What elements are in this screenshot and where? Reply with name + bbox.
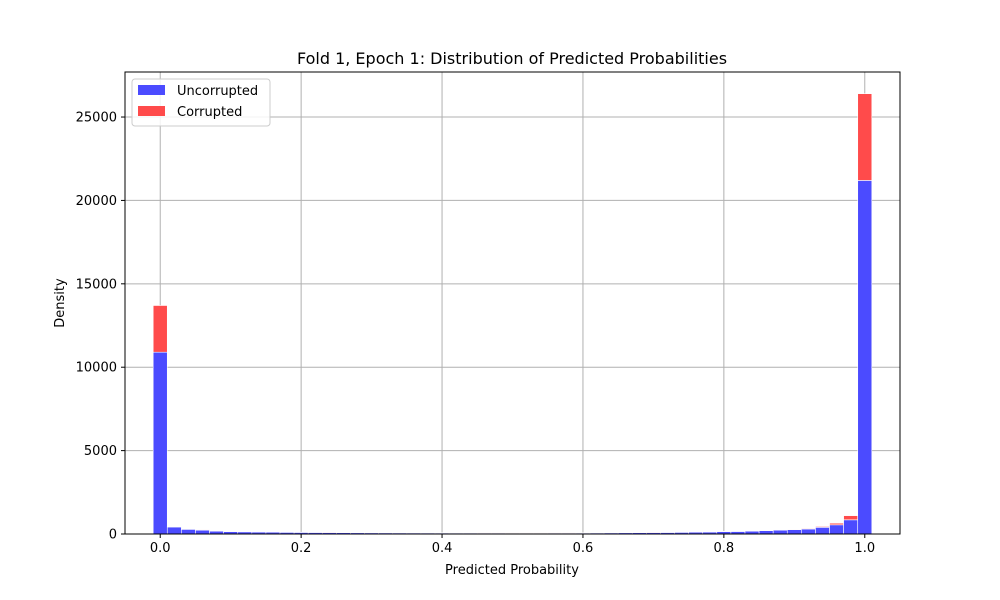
ticks-layer: 0.0 0.2 0.4 0.6 0.8 1.0 0 5000 10000 15000 20000 25… (76, 111, 875, 556)
x-tick-label: 0.8 (714, 541, 735, 556)
legend-swatch-corrupted (138, 106, 165, 116)
bar-uncorrupted-45 (786, 529, 802, 535)
chart-title: Fold 1, Epoch 1: Distribution of Predict… (297, 49, 727, 68)
bar-uncorrupted-49 (843, 519, 859, 535)
legend-label-corrupted: Corrupted (177, 105, 242, 120)
legend-box (131, 78, 271, 127)
bar-uncorrupted-50 (857, 180, 873, 535)
bar-corrupted-45 (786, 528, 802, 530)
bars-layer (152, 93, 873, 535)
x-tick-label: 0.0 (150, 541, 171, 556)
bar-uncorrupted-48 (829, 524, 844, 535)
bar-uncorrupted-0 (152, 351, 168, 535)
legend: Uncorrupted Corrupted (131, 78, 271, 127)
bar-uncorrupted-44 (772, 529, 788, 535)
bar-uncorrupted-3 (195, 529, 210, 535)
legend-label-uncorrupted: Uncorrupted (177, 84, 258, 99)
x-tick-label: 0.4 (432, 541, 453, 556)
y-tick-label: 10000 (76, 361, 117, 376)
bar-corrupted-46 (801, 528, 816, 530)
legend-swatch-uncorrupted (138, 85, 165, 95)
bar-uncorrupted-1 (166, 526, 182, 535)
x-tick-label: 0.2 (291, 541, 312, 556)
y-tick-label: 20000 (76, 194, 117, 209)
y-tick-label: 15000 (76, 277, 117, 292)
plot-frame (124, 71, 901, 535)
bar-corrupted-0 (152, 305, 168, 353)
bar-uncorrupted-46 (801, 528, 816, 535)
bar-uncorrupted-2 (181, 529, 196, 535)
x-axis-label: Predicted Probability (445, 563, 579, 578)
bar-corrupted-47 (815, 526, 830, 528)
y-tick-label: 25000 (76, 111, 117, 126)
x-tick-label: 0.6 (573, 541, 594, 556)
x-tick-label: 1.0 (854, 541, 875, 556)
bar-corrupted-50 (857, 93, 873, 181)
bar-uncorrupted-43 (758, 530, 774, 535)
y-axis-label: Density (53, 278, 68, 328)
y-tick-label: 0 (109, 528, 117, 543)
bar-uncorrupted-47 (815, 527, 830, 535)
y-tick-label: 5000 (84, 444, 117, 459)
bar-corrupted-48 (829, 522, 844, 526)
bar-corrupted-49 (843, 515, 859, 521)
bar-corrupted-44 (772, 529, 788, 531)
